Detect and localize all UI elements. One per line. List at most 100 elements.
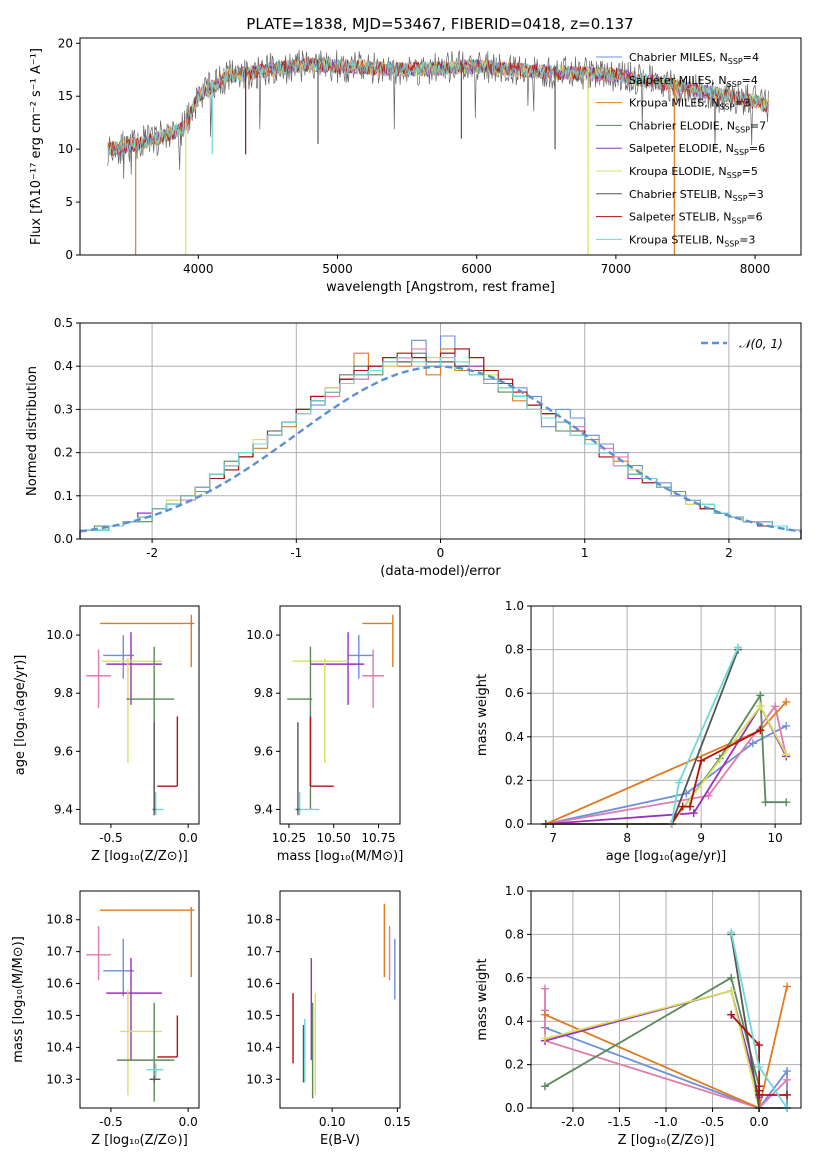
y-axis-label: age [log₁₀(age/yr)] — [13, 655, 28, 776]
axes-frame — [79, 605, 200, 825]
legend-entry-label: Kroupa MILES, NSSP=3 — [629, 97, 751, 112]
x-tick-label: -0.5 — [99, 831, 122, 845]
legend-entry-label: Kroupa ELODIE, NSSP=5 — [629, 165, 758, 180]
mass-weight-marker — [783, 1075, 792, 1084]
y-tick-label: 20 — [58, 36, 73, 50]
y-tick-label: 10.5 — [46, 1008, 73, 1022]
spectrum-lines — [107, 49, 769, 255]
y-tick-label: 10.8 — [46, 913, 73, 927]
y-tick-label: 0.3 — [54, 402, 73, 416]
legend-entry-label: Salpeter MILES, NSSP=4 — [629, 74, 758, 89]
x-tick-label: 1 — [581, 546, 589, 560]
spectrum-line-kroupa-stelib — [107, 57, 769, 156]
y-tick-label: 10.0 — [246, 628, 273, 642]
x-tick-label: 7000 — [601, 262, 632, 276]
mass-weight-marker — [727, 928, 736, 937]
mass-weight-marker — [755, 1090, 764, 1099]
y-tick-label: 10.6 — [246, 977, 273, 991]
y-tick-label: 0.8 — [505, 927, 524, 941]
mass-weight-marker — [783, 1090, 792, 1099]
y-tick-label: 9.6 — [54, 744, 73, 758]
mass-weight-marker — [540, 1010, 549, 1019]
y-tick-label: 9.4 — [254, 802, 273, 816]
x-tick-label: 4000 — [183, 262, 214, 276]
residuals-panel: -2 -1 0 1 2 0.0 0.1 0.2 0.3 0.4 0.5 (data-model)/er… — [25, 316, 802, 579]
y-axis-label: mass [log₁₀(M/M⊙)] — [11, 936, 26, 1063]
y-tick-label: 0 — [65, 248, 73, 262]
x-tick-label: 10.75 — [361, 831, 395, 845]
mass-weight-marker — [756, 726, 765, 735]
mass-weight-line — [545, 704, 787, 825]
y-tick-label: 5 — [65, 195, 73, 209]
x-axis-label: mass [log₁₀(M/M⊙)] — [277, 849, 404, 864]
mass-weight-marker — [697, 756, 706, 765]
x-tick-label: 8000 — [740, 262, 771, 276]
mass-weight-vs-age-panel: 7 8 9 10 0.0 0.2 0.4 0.6 0.8 1.0 age [log₁₀(age/yr… — [475, 599, 802, 864]
mass-weight-marker — [748, 739, 757, 748]
spectrum-panel: 4000 5000 6000 7000 8000 0 5 10 15 20 wavelength [… — [29, 36, 802, 295]
mass-weight-marker — [540, 1034, 549, 1043]
mass-weight-line — [545, 704, 788, 825]
mass-vs-ebv-panel: 0.10 0.15 10.3 10.4 10.5 10.6 10.7 10.8 E(B-V) — [246, 890, 411, 1148]
mass-weight-marker — [540, 984, 549, 993]
y-tick-label: 0.2 — [505, 1058, 524, 1072]
x-tick-label: 0.0 — [179, 831, 198, 845]
mass-weight-marker — [727, 973, 736, 982]
mass-weight-marker — [782, 721, 791, 730]
legend-entry-label: Salpeter STELIB, NSSP=6 — [629, 211, 763, 226]
legend-entry-label: Chabrier STELIB, NSSP=3 — [629, 188, 764, 203]
x-tick-label: 10.25 — [272, 831, 306, 845]
mass-weight-marker — [674, 778, 683, 787]
y-tick-label: 9.4 — [54, 802, 73, 816]
y-tick-label: 1.0 — [505, 599, 524, 613]
age-vs-mass-panel: 10.25 10.50 10.75 9.4 9.6 9.8 10.0 mass [log₁₀(… — [246, 605, 404, 864]
x-tick-label: 0.0 — [750, 1115, 769, 1129]
mass-weight-marker — [782, 798, 791, 807]
x-axis-label: Z [log₁₀(Z/Z⊙)] — [618, 1133, 715, 1148]
mass-weight-marker — [755, 1041, 764, 1050]
x-axis-label: E(B-V) — [320, 1133, 360, 1148]
y-axis-label: mass weight — [475, 958, 490, 1040]
y-tick-label: 0.0 — [505, 1101, 524, 1115]
y-tick-label: 0.2 — [54, 446, 73, 460]
y-tick-label: 15 — [58, 89, 73, 103]
x-tick-label: 0 — [437, 546, 445, 560]
y-tick-label: 9.8 — [254, 686, 273, 700]
y-tick-label: 10.8 — [246, 913, 273, 927]
x-tick-label: 2 — [725, 546, 733, 560]
mass-weight-marker — [783, 1067, 792, 1076]
x-tick-label: 0.15 — [384, 1115, 411, 1129]
x-axis-label: age [log₁₀(age/yr)] — [606, 849, 727, 864]
y-tick-label: 10.5 — [246, 1008, 273, 1022]
mass-weight-marker — [782, 750, 791, 759]
legend-entry-label: Chabrier MILES, NSSP=4 — [629, 51, 759, 66]
y-tick-label: 10.7 — [46, 945, 73, 959]
y-tick-label: 0.1 — [54, 489, 73, 503]
y-tick-label: 0.6 — [505, 686, 524, 700]
y-tick-label: 9.6 — [254, 744, 273, 758]
x-tick-label: -0.5 — [99, 1115, 122, 1129]
x-tick-label: 0.10 — [319, 1115, 346, 1129]
mass-weight-marker — [782, 697, 791, 706]
y-axis-label: Normed distribution — [25, 366, 40, 496]
axes-frame — [279, 605, 401, 825]
mass-weight-marker — [689, 809, 698, 818]
x-tick-label: -1.5 — [608, 1115, 631, 1129]
y-tick-label: 1.0 — [505, 884, 524, 898]
mass-weight-marker — [756, 691, 765, 700]
mass-weight-marker — [704, 791, 713, 800]
y-tick-label: 0.0 — [505, 817, 524, 831]
mass-vs-metallicity-panel: -0.5 0.0 10.3 10.4 10.5 10.6 10.7 10.8 Z [log₁₀(… — [11, 890, 200, 1148]
legend-entry-label: Chabrier ELODIE, NSSP=7 — [629, 119, 766, 134]
x-tick-label: 5000 — [322, 262, 353, 276]
figure-title: PLATE=1838, MJD=53467, FIBERID=0418, z=0… — [246, 15, 633, 33]
mass-weight-line — [545, 692, 787, 825]
y-tick-label: 0.0 — [54, 532, 73, 546]
axes-frame — [79, 37, 802, 256]
mass-weight-marker — [678, 802, 687, 811]
x-tick-label: -0.5 — [701, 1115, 724, 1129]
y-tick-label: 10.3 — [246, 1072, 273, 1086]
y-axis-label: Flux [fλ10⁻¹⁷ erg cm⁻² s⁻¹ A⁻¹] — [29, 48, 44, 245]
axes-frame — [79, 890, 200, 1109]
mass-weight-line — [545, 725, 787, 825]
